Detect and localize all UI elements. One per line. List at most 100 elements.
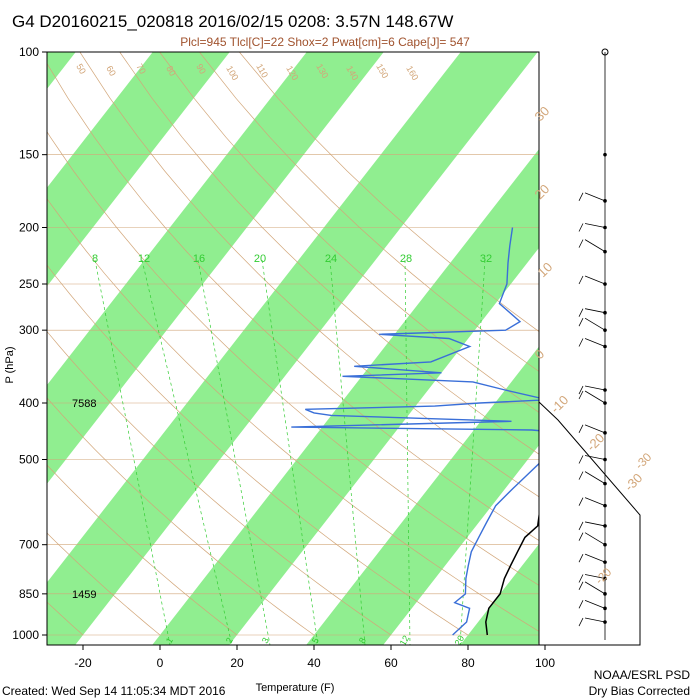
mixing-ratio-label: 28	[400, 253, 412, 265]
x-tick-label: 20	[230, 656, 244, 670]
mixing-ratio-label: 20	[254, 253, 266, 265]
skew-temp-label: 10	[535, 259, 556, 280]
dry-adiabats: 50 60 70 80 90 100 110 120 130 140 150 160	[47, 52, 539, 636]
dry-adiabat	[47, 397, 315, 636]
dry-adiabat	[47, 62, 539, 541]
barb-flag	[578, 192, 584, 202]
mixing-ratio-bottom-label: 5	[310, 636, 321, 645]
wind-barb	[584, 390, 606, 404]
mixing-ratio-label: 12	[138, 253, 150, 265]
y-tick-label: 100	[19, 45, 39, 59]
barb-point	[603, 481, 607, 486]
y-tick-label: 700	[19, 538, 39, 552]
temperature-band	[306, 346, 539, 645]
mixing-ratio-line	[94, 259, 171, 645]
barb-flag	[578, 574, 584, 583]
mixing-ratio-line	[329, 259, 366, 645]
barb-flag	[578, 424, 584, 434]
wind-barb	[584, 532, 606, 546]
wind-barb	[584, 338, 606, 347]
x-axis-label: Temperature (F)	[256, 682, 335, 694]
height-label: 1459	[72, 589, 96, 601]
wind-barb	[584, 192, 606, 202]
profile-lines	[291, 227, 539, 636]
y-tick-label: 400	[19, 396, 39, 410]
barb-flag	[578, 617, 584, 627]
dry-adiabat	[79, 52, 539, 498]
panel-outline	[538, 401, 641, 646]
y-tick-label: 150	[19, 148, 39, 162]
barb-flag	[578, 385, 584, 395]
adiabat-label: 50	[74, 62, 88, 76]
barb-flag	[578, 521, 584, 531]
temperature-line	[485, 509, 539, 636]
dry-adiabat	[47, 532, 161, 636]
chart-subtitle: Plcl=945 Tlcl[C]=22 Shox=2 Pwat[cm]=6 Ca…	[180, 35, 470, 49]
panel-skew-label: -30	[632, 450, 654, 472]
dry-adiabat	[47, 601, 84, 636]
wind-barbs-panel: -20 -30	[538, 48, 655, 646]
mixing-ratio-label: 8	[92, 253, 98, 265]
wind-barb	[584, 275, 606, 285]
wind-barb	[584, 455, 606, 460]
x-tick-label: 0	[157, 656, 164, 670]
mixing-ratio-label: 24	[325, 253, 337, 265]
mixing-ratio-label: 32	[480, 253, 492, 265]
mixing-ratio-line	[197, 259, 271, 645]
skew-temp-label: 30	[532, 103, 553, 124]
adiabat-label: 160	[404, 64, 420, 82]
mixing-ratio-bottom-label: 20	[453, 634, 467, 648]
y-tick-label: 300	[19, 323, 39, 337]
barb-point	[603, 152, 607, 157]
wind-barb	[584, 223, 606, 228]
temperature-bands	[47, 32, 700, 665]
wind-barb	[584, 317, 606, 331]
barb-flag	[578, 338, 584, 347]
wind-barb	[584, 574, 606, 579]
barb-point	[603, 388, 607, 392]
x-tick-label: 100	[535, 656, 555, 670]
temperature-band	[152, 149, 539, 645]
barb-flag	[578, 532, 584, 541]
plot-frame	[46, 51, 540, 646]
dry-adiabat	[47, 330, 392, 636]
mixing-ratio-label: 16	[193, 253, 205, 265]
calm-circle	[601, 48, 609, 56]
y-tick-label: 500	[19, 452, 39, 466]
bias-note: Dry Bias Corrected	[589, 684, 690, 698]
temperature-band	[47, 52, 384, 484]
skew-temp-label: -10	[548, 392, 572, 416]
dry-adiabat	[47, 131, 539, 586]
barb-flag	[578, 275, 584, 285]
barb-flag	[578, 455, 584, 464]
wind-barb	[584, 521, 606, 527]
created-timestamp: Created: Wed Sep 14 11:05:34 MDT 2016	[2, 684, 226, 698]
adiabat-label: 100	[224, 64, 240, 82]
barb-flag	[578, 317, 584, 327]
mixing-ratio-bottom-label: 8	[357, 636, 368, 645]
adiabat-label: 110	[254, 62, 270, 79]
x-tick-label: 80	[461, 656, 475, 670]
temperature-band	[599, 32, 700, 665]
wind-barb	[584, 471, 606, 484]
temperature-band	[47, 52, 538, 645]
adiabat-label: 90	[194, 62, 208, 76]
wind-barb	[584, 617, 606, 623]
wind-barb	[584, 497, 606, 507]
dry-adiabat	[47, 464, 238, 636]
barb-flag	[578, 390, 584, 400]
adiabat-label: 150	[374, 62, 390, 80]
adiabat-label: 80	[164, 64, 178, 78]
barb-point	[603, 310, 607, 315]
barb-flag	[578, 471, 584, 480]
mixing-ratio-line	[459, 259, 486, 645]
mixing-ratio-bottom-label: 12	[398, 634, 412, 648]
barb-flag	[578, 600, 584, 609]
adiabat-label: 60	[104, 64, 118, 78]
x-tick-label: -20	[74, 656, 92, 670]
barb-flag	[578, 581, 584, 591]
wind-barb	[584, 239, 606, 252]
dry-adiabat	[199, 52, 539, 372]
barb-flag	[578, 223, 584, 232]
